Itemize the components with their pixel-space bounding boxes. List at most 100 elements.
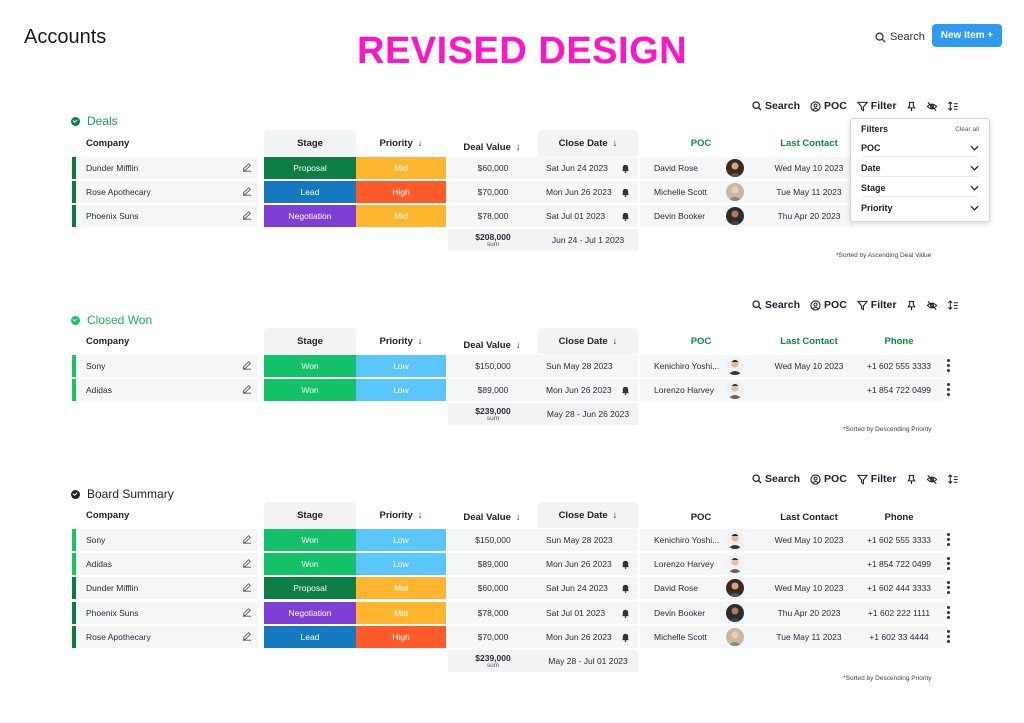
table-row[interactable]: Phoenix Suns Negotiation Mid $78,000 Sat…	[72, 205, 952, 227]
close-date[interactable]: Sun May 28 2023	[538, 529, 638, 551]
stage-badge[interactable]: Won	[264, 553, 356, 575]
chevron-down-icon[interactable]	[71, 489, 80, 499]
stage-badge[interactable]: Proposal	[264, 577, 356, 599]
col-company[interactable]: Company	[86, 335, 130, 347]
deals-filter-button[interactable]: Filter	[856, 100, 896, 112]
stage-badge[interactable]: Won	[264, 355, 356, 377]
col-deal-value[interactable]: Deal Value ↓	[446, 332, 538, 358]
closed-won-section-title[interactable]: Closed Won	[71, 313, 152, 327]
priority-badge[interactable]: Mid	[356, 157, 446, 179]
stage-badge[interactable]: Negotiation	[264, 205, 356, 227]
table-row[interactable]: Rose Apothecary Lead High $70,000 Mon Ju…	[72, 626, 952, 648]
table-row[interactable]: Dunder Mifflin Proposal Mid $60,000 Sat …	[72, 577, 952, 599]
pin-icon[interactable]	[906, 300, 917, 311]
closed-won-poc-button[interactable]: POC	[810, 299, 847, 311]
more-icon[interactable]	[947, 581, 951, 594]
filter-item-poc[interactable]: POC	[861, 139, 979, 157]
company-cell[interactable]: Sony	[72, 529, 258, 551]
table-row[interactable]: Rose Apothecary Lead High $70,000 Mon Ju…	[72, 181, 952, 203]
col-poc[interactable]: POC	[690, 511, 712, 523]
edit-icon[interactable]	[242, 534, 252, 544]
col-priority[interactable]: Priority ↓	[356, 502, 446, 528]
table-row[interactable]: Sony Won Low $150,000 Sun May 28 2023 Ke…	[72, 529, 952, 551]
edit-icon[interactable]	[242, 582, 252, 592]
top-search-button[interactable]: Search	[875, 31, 925, 43]
deals-poc-button[interactable]: POC	[810, 100, 847, 112]
more-icon[interactable]	[947, 630, 951, 643]
close-date[interactable]: Sat Jul 01 2023	[538, 602, 638, 624]
closed-won-filter-button[interactable]: Filter	[856, 299, 896, 311]
poc-cell[interactable]: David Rose	[640, 157, 764, 179]
stage-badge[interactable]: Lead	[264, 181, 356, 203]
poc-cell[interactable]: Devin Booker	[640, 205, 764, 227]
col-priority[interactable]: Priority ↓	[356, 328, 446, 354]
priority-badge[interactable]: Low	[356, 553, 446, 575]
close-date[interactable]: Mon Jun 26 2023	[538, 379, 638, 401]
stage-badge[interactable]: Proposal	[264, 157, 356, 179]
deals-search-button[interactable]: Search	[752, 100, 800, 112]
priority-badge[interactable]: Low	[356, 529, 446, 551]
more-icon[interactable]	[947, 383, 951, 396]
bell-icon[interactable]	[621, 163, 630, 173]
col-close-date[interactable]: Close Date ↓	[538, 130, 638, 156]
col-poc[interactable]: POC	[690, 137, 712, 149]
company-cell[interactable]: Dunder Mifflin	[72, 157, 258, 179]
company-cell[interactable]: Phoenix Suns	[72, 205, 258, 227]
stage-badge[interactable]: Lead	[264, 626, 356, 648]
filter-item-date[interactable]: Date	[861, 159, 979, 177]
board-summary-poc-button[interactable]: POC	[810, 473, 847, 485]
bell-icon[interactable]	[621, 632, 630, 642]
edit-icon[interactable]	[242, 607, 252, 617]
chevron-down-icon[interactable]	[71, 116, 80, 126]
col-last-contact[interactable]: Last Contact	[780, 137, 838, 149]
company-cell[interactable]: Adidas	[72, 553, 258, 575]
hide-icon[interactable]	[926, 300, 938, 311]
col-phone[interactable]: Phone	[884, 335, 914, 347]
edit-icon[interactable]	[242, 210, 252, 220]
company-cell[interactable]: Rose Apothecary	[72, 626, 258, 648]
stage-badge[interactable]: Won	[264, 379, 356, 401]
edit-icon[interactable]	[242, 360, 252, 370]
chevron-down-icon[interactable]	[71, 315, 80, 325]
filter-item-stage[interactable]: Stage	[861, 179, 979, 197]
poc-cell[interactable]: David Rose	[640, 577, 764, 599]
edit-icon[interactable]	[242, 384, 252, 394]
table-row[interactable]: Sony Won Low $150,000 Sun May 28 2023 Ke…	[72, 355, 952, 377]
closed-won-search-button[interactable]: Search	[752, 299, 800, 311]
edit-icon[interactable]	[242, 631, 252, 641]
clear-all-link[interactable]: Clear all	[955, 126, 979, 133]
sort-icon[interactable]	[947, 300, 959, 311]
stage-badge[interactable]: Negotiation	[264, 602, 356, 624]
company-cell[interactable]: Phoenix Suns	[72, 602, 258, 624]
col-close-date[interactable]: Close Date ↓	[538, 502, 638, 528]
poc-cell[interactable]: Michelle Scott	[640, 181, 764, 203]
pin-icon[interactable]	[906, 101, 917, 112]
table-row[interactable]: Phoenix Suns Negotiation Mid $78,000 Sat…	[72, 602, 952, 624]
bell-icon[interactable]	[621, 559, 630, 569]
bell-icon[interactable]	[621, 211, 630, 221]
new-item-button[interactable]: New Item +	[932, 24, 1002, 47]
col-priority[interactable]: Priority ↓	[356, 130, 446, 156]
edit-icon[interactable]	[242, 186, 252, 196]
sort-icon[interactable]	[947, 474, 959, 485]
board-summary-section-title[interactable]: Board Summary	[71, 487, 174, 501]
more-icon[interactable]	[947, 606, 951, 619]
more-icon[interactable]	[947, 533, 951, 546]
close-date[interactable]: Mon Jun 26 2023	[538, 553, 638, 575]
close-date[interactable]: Sun May 28 2023	[538, 355, 638, 377]
edit-icon[interactable]	[242, 558, 252, 568]
bell-icon[interactable]	[621, 583, 630, 593]
sort-icon[interactable]	[947, 101, 959, 112]
table-row[interactable]: Adidas Won Low $89,000 Mon Jun 26 2023 L…	[72, 379, 952, 401]
priority-badge[interactable]: High	[356, 626, 446, 648]
col-poc[interactable]: POC	[690, 335, 712, 347]
col-stage[interactable]: Stage	[264, 130, 356, 156]
poc-cell[interactable]: Michelle Scott	[640, 626, 764, 648]
stage-badge[interactable]: Won	[264, 529, 356, 551]
company-cell[interactable]: Adidas	[72, 379, 258, 401]
poc-cell[interactable]: Kenichiro Yoshi...	[640, 529, 764, 551]
poc-cell[interactable]: Lorenzo Harvey	[640, 379, 764, 401]
deals-section-title[interactable]: Deals	[71, 114, 118, 128]
bell-icon[interactable]	[621, 385, 630, 395]
priority-badge[interactable]: Low	[356, 379, 446, 401]
